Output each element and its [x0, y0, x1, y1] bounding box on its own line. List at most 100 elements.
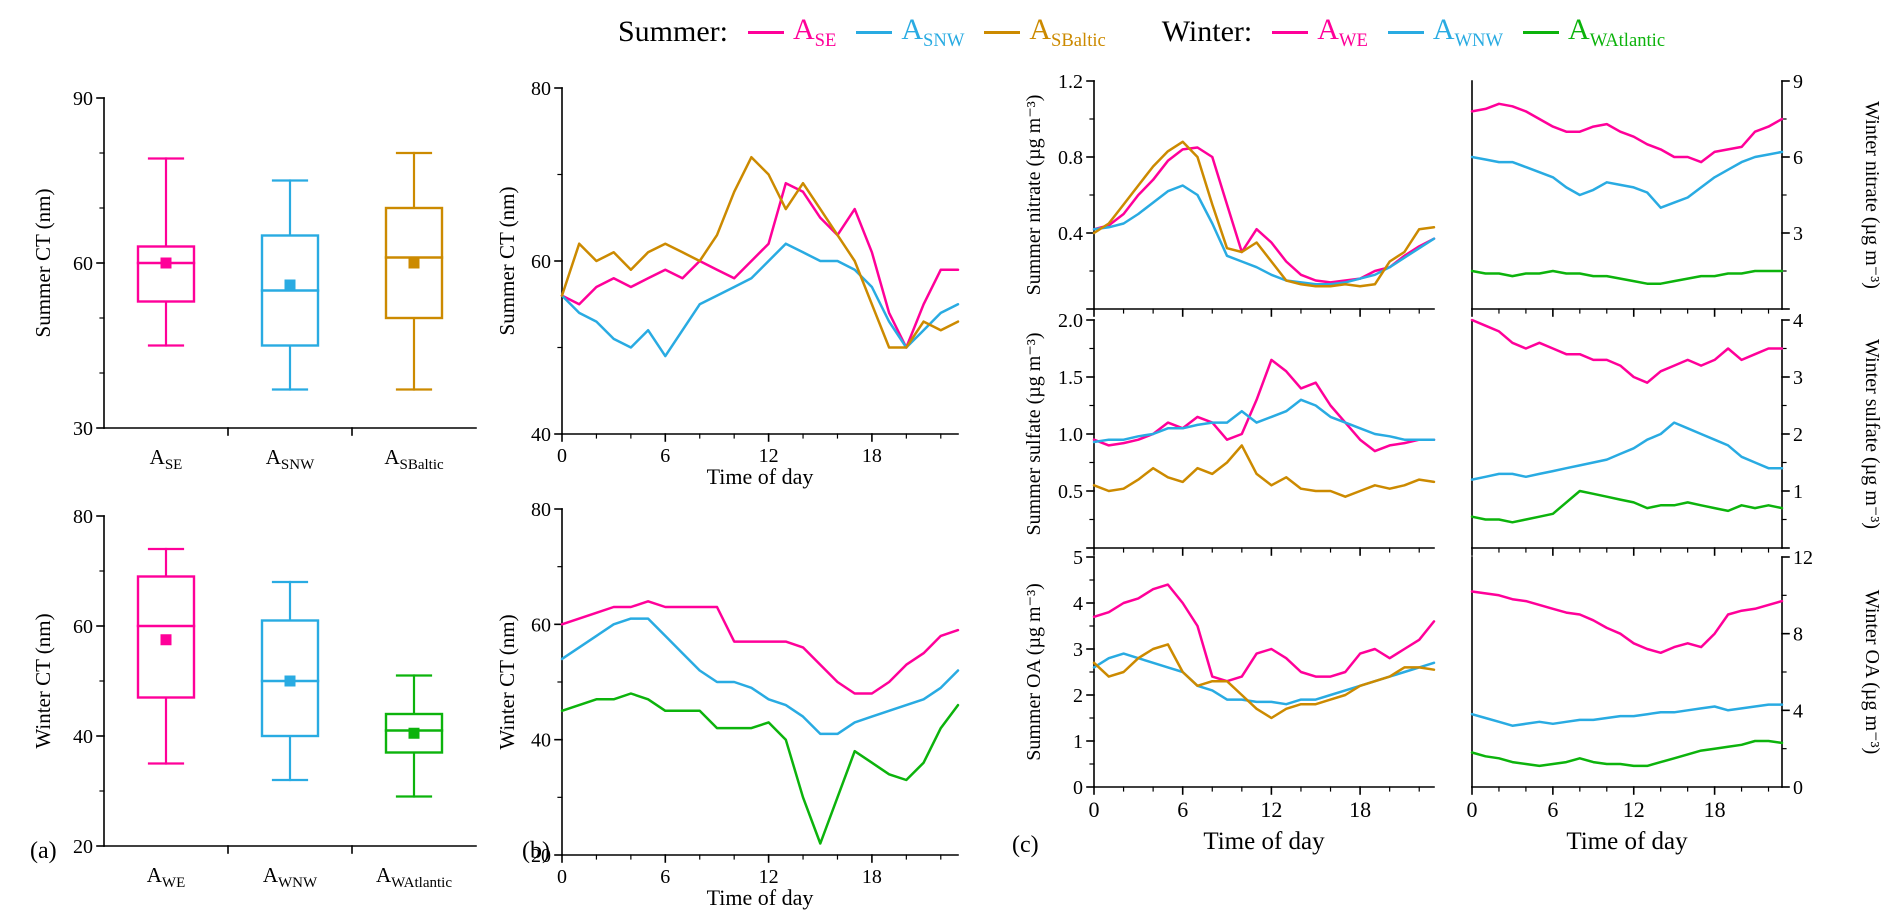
svg-text:80: 80 [73, 506, 93, 528]
series-A_SNW [1092, 184, 1436, 286]
series-A_WE [560, 600, 960, 695]
legend: Summer: ASE ASNW ASBaltic Winter: AWE AWNW AWAt… [618, 8, 1665, 56]
box-watlantic: AWAtlantic [376, 674, 452, 891]
series-A_SNW [560, 242, 960, 358]
svg-text:Summer sulfate (µg m⁻³): Summer sulfate (µg m⁻³) [1023, 332, 1045, 535]
axes: 1 2 3 4 [1471, 310, 1803, 556]
series-A_SE [560, 181, 960, 349]
legend-line-swatch [1387, 30, 1424, 34]
legend-label: AWAtlantic [1568, 12, 1666, 51]
svg-text:ASBaltic: ASBaltic [384, 445, 444, 473]
series-A_WAtlantic [1470, 269, 1784, 285]
svg-text:40: 40 [531, 424, 551, 446]
linechart-summer-ct: 40 60 80 0 6 12 18 Summer CT (nm) Time of day [492, 58, 968, 492]
svg-text:Time of day: Time of day [1566, 828, 1688, 855]
series-A_SBaltic [560, 155, 960, 349]
svg-text:0: 0 [1793, 777, 1803, 799]
svg-text:Winter CT (nm): Winter CT (nm) [495, 614, 519, 749]
svg-text:0: 0 [1467, 797, 1478, 822]
linechart-winter-oa: 0 4 8 12 0 6 12 18 Winter OA (µg m⁻³) Time of day [1462, 533, 1886, 863]
svg-text:6: 6 [1793, 147, 1803, 169]
svg-text:1: 1 [1793, 481, 1803, 503]
series-A_WAtlantic [1470, 739, 1784, 768]
svg-box-winter-ct: 20 40 60 80 AWE AWNW AWAtlantic Winter CT (nm) [31, 506, 477, 891]
svg-text:12: 12 [759, 866, 779, 888]
legend-line-swatch [984, 30, 1021, 34]
axes: 20 40 60 80 0 6 12 18 [531, 499, 959, 888]
axes: 0.4 0.8 1.2 [1058, 71, 1435, 317]
svg-line-summer-ct: 40 60 80 0 6 12 18 Summer CT (nm) Time of day [495, 78, 960, 489]
series-A_SE [1092, 146, 1436, 284]
svg-text:40: 40 [73, 726, 93, 748]
svg-text:6: 6 [1177, 797, 1188, 822]
svg-text:3: 3 [1793, 367, 1803, 389]
svg-text:0.8: 0.8 [1058, 147, 1083, 169]
svg-text:Time of day: Time of day [707, 464, 814, 489]
svg-text:Summer CT (nm): Summer CT (nm) [31, 189, 55, 338]
series-A_SE [1092, 358, 1436, 453]
linechart-summer-nitrate: 0.4 0.8 1.2 Summer nitrate (µg m⁻³) [1022, 55, 1446, 317]
legend-label: ASNW [901, 12, 965, 51]
svg-text:80: 80 [531, 499, 551, 521]
svg-text:1.2: 1.2 [1058, 71, 1083, 93]
svg-line-winter-ct: 20 40 60 80 0 6 12 18 Winter CT (nm) Time of day [495, 499, 960, 910]
svg-text:5: 5 [1073, 547, 1083, 569]
svg-text:4: 4 [1793, 700, 1803, 722]
legend-label: AWE [1317, 12, 1368, 51]
svg-text:2: 2 [1073, 685, 1083, 707]
svg-text:0: 0 [557, 866, 567, 888]
panel-label-c: (c) [1012, 832, 1039, 858]
svg-text:6: 6 [1547, 797, 1558, 822]
svg-nitrate-summer: 0.4 0.8 1.2 Summer nitrate (µg m⁻³) [1023, 71, 1436, 317]
linechart-winter-sulfate: 1 2 3 4 Winter sulfate (µg m⁻³) [1462, 294, 1886, 556]
svg-text:20: 20 [73, 836, 93, 858]
series-A_WNW [1470, 421, 1784, 481]
legend-line-swatch [748, 30, 784, 34]
legend-item-se: ASE [748, 13, 836, 52]
svg-text:AWE: AWE [147, 863, 186, 891]
svg-text:AWAtlantic: AWAtlantic [376, 863, 452, 891]
svg-oa-winter: 0 4 8 12 0 6 12 18 Winter OA (µg m⁻³) Time of day [1467, 547, 1884, 855]
series-A_SBaltic [1092, 140, 1436, 288]
svg-text:6: 6 [660, 445, 670, 467]
svg-text:Time of day: Time of day [1203, 828, 1325, 855]
series-A_SBaltic [1092, 643, 1436, 720]
svg-text:18: 18 [1704, 797, 1726, 822]
legend-group: Summer: ASE ASNW ASBaltic [618, 13, 1106, 52]
linechart-summer-oa: 0 1 2 3 4 5 0 6 12 18 Summer OA (µg m⁻³) Time of da… [1022, 533, 1446, 863]
legend-item-sbaltic: ASBaltic [984, 13, 1106, 52]
svg-text:20: 20 [531, 845, 551, 867]
series-A_WE [1470, 590, 1784, 655]
axes: 40 60 80 0 6 12 18 [531, 78, 959, 467]
svg-text:60: 60 [531, 614, 551, 636]
svg-text:ASNW: ASNW [266, 445, 315, 473]
svg-nitrate-winter: 3 6 9 Winter nitrate (µg m⁻³) [1470, 71, 1883, 317]
legend-group: Winter: AWE AWNW AWAtlantic [1162, 13, 1665, 52]
box-sbaltic: ASBaltic [384, 151, 444, 473]
panel-label-b: (b) [522, 838, 550, 864]
legend-line-swatch [1272, 30, 1309, 34]
legend-group-title: Winter: [1161, 15, 1253, 48]
svg-text:1: 1 [1073, 731, 1083, 753]
svg-text:Winter OA (µg m⁻³): Winter OA (µg m⁻³) [1861, 590, 1883, 754]
series-A_WAtlantic [1470, 489, 1784, 524]
axes: 0.5 1.0 1.5 2.0 [1058, 310, 1435, 556]
svg-text:4: 4 [1073, 593, 1083, 615]
legend-label: ASE [793, 12, 837, 51]
legend-line-swatch [1523, 30, 1560, 34]
series-A_SE [1092, 583, 1436, 683]
svg-text:8: 8 [1793, 624, 1803, 646]
legend-item-watlantic: AWAtlantic [1523, 13, 1665, 52]
axes: 20 40 60 80 [73, 506, 477, 858]
svg-text:60: 60 [73, 616, 93, 638]
linechart-winter-nitrate: 3 6 9 Winter nitrate (µg m⁻³) [1462, 55, 1886, 317]
svg-text:12: 12 [1793, 547, 1813, 569]
axes: 30 60 90 [73, 88, 477, 440]
svg-text:1.0: 1.0 [1058, 424, 1083, 446]
svg-text:Summer nitrate (µg m⁻³): Summer nitrate (µg m⁻³) [1023, 95, 1045, 296]
svg-text:90: 90 [73, 88, 93, 110]
svg-text:60: 60 [73, 253, 93, 275]
svg-text:0.4: 0.4 [1058, 223, 1083, 245]
svg-text:18: 18 [862, 445, 882, 467]
